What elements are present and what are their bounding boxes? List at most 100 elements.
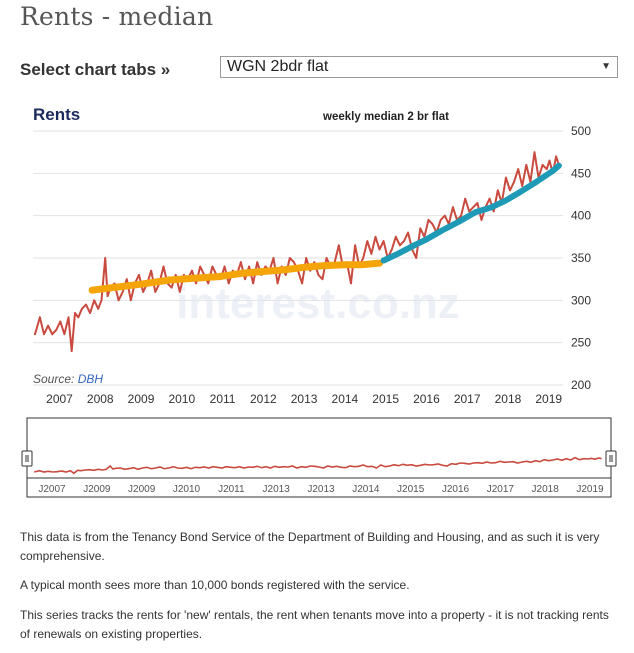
navigator-label: J2009 [83,484,111,495]
x-tick-label: 2011 [210,392,236,406]
data-point [89,312,91,314]
y-tick-label: 250 [571,336,591,350]
data-point [223,265,226,268]
data-point [191,269,193,272]
data-point [51,333,54,336]
data-point [207,282,210,285]
description-paragraph-1: This data is from the Tenancy Bond Servi… [20,530,600,563]
data-point [117,299,120,302]
data-point [317,274,320,276]
data-point [464,197,467,200]
series-line-trend-late [380,162,562,264]
y-tick-label: 300 [571,293,591,307]
navigator-labels: J2007 J2009 J2009 J2010 J2011 J2013 J2013 J2014… [38,484,604,495]
source-label: Source: DBH [33,372,103,386]
data-point [70,350,73,352]
data-point [476,202,479,204]
data-point [443,214,446,217]
navigator-label: J2007 [38,484,66,495]
data-point [154,291,157,293]
x-tick-label: 2018 [495,392,522,406]
data-point [541,164,544,166]
data-point [555,155,557,158]
data-point [370,252,373,255]
data-point [59,320,62,323]
data-point [403,240,405,243]
data-point [488,197,491,200]
data-point [106,295,109,297]
navigator-label: J2011 [218,484,245,495]
data-point [142,291,145,293]
navigator-label: J2013 [263,484,291,495]
x-tick-label: 2013 [291,392,318,406]
chart-subtitle: weekly median 2 br flat [322,111,449,123]
navigator-label: J2010 [173,484,201,495]
description-paragraph-2: A typical month sees more than 10,000 bo… [20,578,410,592]
y-tick-label: 400 [571,209,591,223]
chart-tab-select[interactable]: WGN 2bdr flat ▼ [220,56,618,78]
navigator-label: J2013 [307,484,335,495]
data-point [472,206,475,209]
data-point [517,168,520,171]
description-paragraph-3: This series tracks the rents for 'new' r… [20,608,609,641]
rents-chart: interest.co.nz 200 250 300 350 400 450 500 200… [21,105,617,498]
data-point [350,282,352,285]
x-axis-ticks: 2007 2008 2009 2010 2011 2012 2013 2014 2015 2016… [46,392,562,406]
source-link[interactable]: DBH [78,372,104,386]
data-point [63,333,66,336]
x-tick-label: 2009 [128,392,155,406]
data-point [545,168,548,171]
data-point [321,278,324,281]
data-point [174,274,177,276]
navigator-label: J2014 [352,484,380,495]
data-point [399,244,401,247]
series-line-trend-early [88,259,383,294]
data-point [67,316,70,319]
data-point [439,219,442,221]
data-point [104,257,107,259]
navigator-frame[interactable] [26,417,612,498]
series-layer [34,151,562,353]
data-point [382,240,385,243]
y-axis-ticks: 200 250 300 350 400 450 500 [571,124,591,392]
data-point [468,210,471,213]
data-point [97,307,100,310]
navigator-handle-right[interactable] [605,450,617,467]
data-point [513,180,515,183]
data-point [337,244,340,247]
y-tick-label: 500 [571,124,591,138]
data-point [74,312,76,314]
data-point [431,223,434,226]
data-point [492,210,495,213]
data-point [362,257,365,259]
navigator-label: J2016 [442,484,470,495]
data-point [252,282,255,285]
navigator-label: J2019 [576,484,604,495]
data-point [366,240,369,243]
data-point [521,185,524,187]
data-point [301,282,303,285]
data-point [85,303,87,306]
data-point [248,265,251,268]
x-tick-label: 2016 [413,392,440,406]
chart-grid [33,130,563,386]
data-point [407,231,409,234]
data-point [81,307,83,310]
data-point [162,265,165,268]
x-tick-label: 2008 [87,392,114,406]
navigator-handle-left[interactable] [21,450,33,467]
x-tick-label: 2014 [332,392,359,406]
data-point [182,274,185,276]
watermark: interest.co.nz [176,279,460,328]
x-tick-label: 2007 [46,392,73,406]
chart-tabs-label: Select chart tabs » [20,60,171,79]
x-tick-label: 2010 [168,392,195,406]
data-point [548,159,551,162]
data-point [211,265,214,268]
navigator-label: J2015 [397,484,425,495]
data-point [170,286,173,289]
page-title: Rents - median [20,2,214,31]
y-tick-label: 350 [571,251,591,265]
data-point [34,333,36,336]
data-point [244,278,246,281]
